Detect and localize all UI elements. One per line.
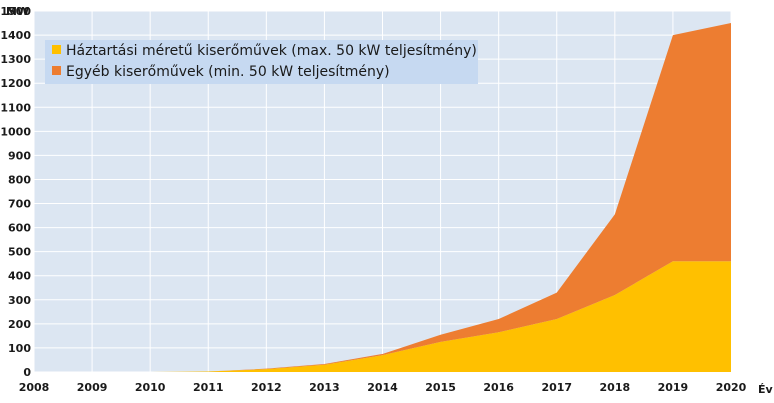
y-tick-label: 1200 [0, 77, 31, 90]
x-tick-label: 2020 [716, 381, 747, 394]
area-series [34, 23, 731, 373]
y-tick-label: 1100 [0, 101, 31, 114]
legend: Háztartási méretű kiserőművek (max. 50 k… [45, 40, 478, 84]
y-tick-label: 700 [8, 198, 31, 211]
legend-label-other: Egyéb kiserőművek (min. 50 kW teljesítmé… [66, 64, 390, 80]
legend-swatch-household [52, 45, 61, 54]
y-tick-label: 600 [8, 222, 31, 235]
x-tick-label: 2018 [600, 381, 631, 394]
legend-swatch-other [52, 66, 61, 75]
y-tick-label: 1500 [0, 5, 31, 18]
x-tick-label: 2011 [193, 381, 224, 394]
x-tick-label: 2015 [425, 381, 456, 394]
x-tick-label: 2008 [19, 381, 50, 394]
x-tick-label: 2013 [309, 381, 340, 394]
x-tick-label: 2019 [658, 381, 689, 394]
y-tick-label: 0 [23, 366, 31, 379]
x-axis-unit: Év [758, 383, 774, 396]
y-tick-label: 1000 [0, 125, 31, 138]
x-tick-label: 2014 [367, 381, 398, 394]
x-axis-ticks: 2008 2009 2010 2011 2012 2013 2014 2015 2016 2017… [19, 381, 747, 394]
x-tick-label: 2017 [541, 381, 572, 394]
y-tick-label: 300 [8, 294, 31, 307]
y-tick-label: 100 [8, 342, 31, 355]
area-series-0 [34, 261, 731, 372]
y-tick-label: 900 [8, 149, 31, 162]
y-tick-label: 200 [8, 318, 31, 331]
grid-lines [33, 10, 732, 373]
y-axis-ticks: 0 100 200 300 400 500 600 700 800 900 1000 1100 1200… [0, 5, 31, 379]
y-tick-label: 500 [8, 246, 31, 259]
x-tick-label: 2016 [483, 381, 514, 394]
y-tick-label: 400 [8, 270, 31, 283]
x-tick-label: 2010 [135, 381, 166, 394]
x-tick-label: 2009 [77, 381, 108, 394]
y-axis-unit: MW [6, 5, 29, 18]
legend-background [45, 40, 478, 84]
legend-label-household: Háztartási méretű kiserőművek (max. 50 k… [66, 43, 477, 59]
x-tick-label: 2012 [251, 381, 282, 394]
y-tick-label: 1400 [0, 29, 31, 42]
y-tick-label: 1300 [0, 53, 31, 66]
y-tick-label: 800 [8, 173, 31, 186]
